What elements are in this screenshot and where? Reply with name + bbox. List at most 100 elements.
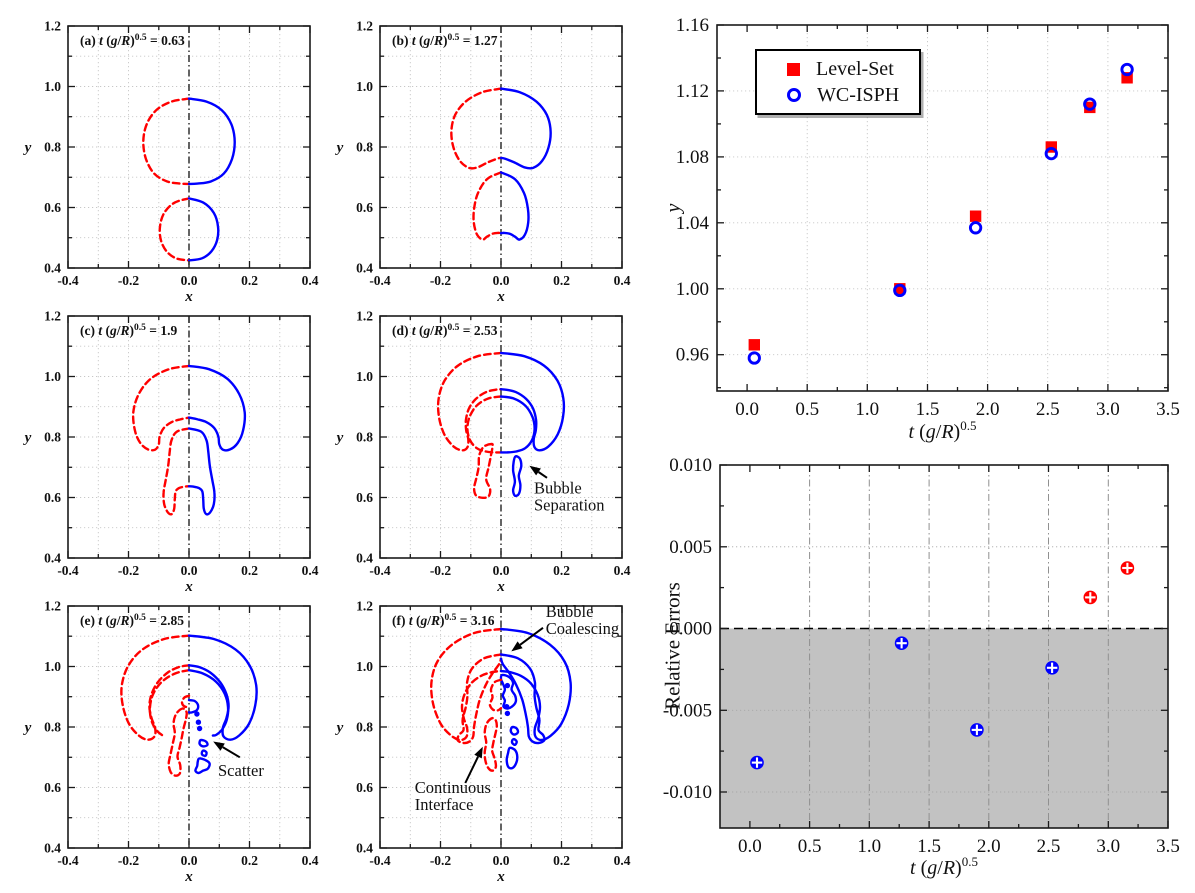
annotation-arrow xyxy=(529,465,541,476)
svg-text:0.4: 0.4 xyxy=(356,261,373,276)
x-tick-labels: 0.0 0.5 1.0 1.5 2.0 2.5 3.0 3.5 xyxy=(735,399,1180,420)
svg-text:1.2: 1.2 xyxy=(44,309,61,324)
svg-text:2.5: 2.5 xyxy=(1036,399,1060,420)
rise-height-svg: 0.0 0.5 1.0 1.5 2.0 2.5 3.0 3.5 0.96 1.00 1.04 1.08… xyxy=(676,15,1180,443)
svg-text:0.2: 0.2 xyxy=(553,853,570,868)
y-tick-labels: 0.4 0.6 0.8 1.0 1.2 xyxy=(356,19,373,276)
svg-text:3.0: 3.0 xyxy=(1096,399,1120,420)
svg-text:2.0: 2.0 xyxy=(977,836,1001,857)
svg-text:0.4: 0.4 xyxy=(44,261,61,276)
contour-level-set xyxy=(456,653,503,745)
contour-wc-isph xyxy=(187,698,200,714)
svg-text:-0.4: -0.4 xyxy=(369,563,391,578)
y-axis-label: y xyxy=(662,203,685,213)
svg-text:0.2: 0.2 xyxy=(241,563,258,578)
svg-text:-0.2: -0.2 xyxy=(430,273,452,288)
panel-c-svg: -0.4 -0.2 0.0 0.2 0.4 0.4 0.6 0.8 1.0 1.2 (c) t (g… xyxy=(23,309,319,596)
plot-frame xyxy=(379,25,623,269)
contour-level-set xyxy=(162,427,191,516)
svg-text:3.5: 3.5 xyxy=(1156,836,1180,857)
legend-item-level-set: Level-Set xyxy=(757,56,919,82)
svg-text:0.8: 0.8 xyxy=(44,140,61,155)
annotation-text: Bubble xyxy=(546,602,594,621)
svg-text:0.2: 0.2 xyxy=(241,853,258,868)
svg-text:1.0: 1.0 xyxy=(356,369,373,384)
x-tick-labels: -0.4 -0.2 0.0 0.2 0.4 xyxy=(57,853,318,868)
contour-wc-isph xyxy=(187,427,216,516)
contour-wc-isph xyxy=(187,364,247,452)
svg-text:-0.2: -0.2 xyxy=(430,563,452,578)
legend: Level-Set WC-ISPH xyxy=(755,49,921,115)
svg-text:0.4: 0.4 xyxy=(614,563,631,578)
annotation-arrow xyxy=(213,741,225,751)
svg-text:1.0: 1.0 xyxy=(44,369,61,384)
x-tick-labels: -0.4 -0.2 0.0 0.2 0.4 xyxy=(369,853,630,868)
y-axis-label: y xyxy=(335,430,344,446)
svg-text:0.4: 0.4 xyxy=(302,563,319,578)
svg-text:-0.2: -0.2 xyxy=(118,853,140,868)
x-tick-labels: -0.4 -0.2 0.0 0.2 0.4 xyxy=(57,273,318,288)
contour-wc-isph xyxy=(499,351,566,452)
wc-isph-point xyxy=(1044,146,1058,161)
contour-wc-isph xyxy=(510,737,518,747)
svg-text:0.6: 0.6 xyxy=(356,490,373,505)
svg-text:1.0: 1.0 xyxy=(857,836,881,857)
svg-text:-0.4: -0.4 xyxy=(369,853,391,868)
svg-text:0.5: 0.5 xyxy=(795,399,819,420)
svg-text:-0.010: -0.010 xyxy=(663,782,712,803)
panel-d-svg: -0.4 -0.2 0.0 0.2 0.4 0.4 0.6 0.8 1.0 1.2 (d) t (g… xyxy=(335,309,631,596)
plot-frame xyxy=(379,315,623,559)
annotation-text: Scatter xyxy=(218,761,264,780)
scatter-dot xyxy=(504,704,510,710)
svg-text:1.08: 1.08 xyxy=(676,147,709,168)
x-axis-label: x xyxy=(184,869,193,885)
svg-text:2.5: 2.5 xyxy=(1037,836,1061,857)
contour-wc-isph xyxy=(499,395,536,454)
panel-title: (a) t (g/R)0.5 = 0.63 xyxy=(80,33,185,48)
panel-f-svg: -0.4 -0.2 0.0 0.2 0.4 0.4 0.6 0.8 1.0 1.2 (f) t (g… xyxy=(335,599,631,886)
svg-text:1.0: 1.0 xyxy=(44,79,61,94)
contour-wc-isph xyxy=(187,668,230,737)
svg-text:0.0: 0.0 xyxy=(738,836,762,857)
wc-isph-point xyxy=(747,351,761,365)
panel-b: -0.4 -0.2 0.0 0.2 0.4 0.4 0.6 0.8 1.0 1.2 (b) t (g… xyxy=(312,0,642,313)
level-set-point xyxy=(748,339,760,351)
plot-frame xyxy=(67,605,311,849)
svg-text:0.0: 0.0 xyxy=(735,399,759,420)
svg-text:0.6: 0.6 xyxy=(356,780,373,795)
panel-title: (b) t (g/R)0.5 = 1.27 xyxy=(392,33,498,48)
svg-text:0.0: 0.0 xyxy=(181,853,198,868)
svg-text:-0.005: -0.005 xyxy=(663,700,712,721)
panel-title: (d) t (g/R)0.5 = 2.53 xyxy=(392,323,498,338)
contour-wc-isph xyxy=(499,87,552,170)
x-axis-label: x xyxy=(496,869,505,885)
svg-text:-0.2: -0.2 xyxy=(430,853,452,868)
svg-text:0.000: 0.000 xyxy=(669,619,712,640)
contour-level-set xyxy=(488,678,503,712)
x-axis-label: t (g/R)0.5 xyxy=(910,854,978,879)
contour-level-set xyxy=(180,694,191,709)
y-tick-labels: 0.4 0.6 0.8 1.0 1.2 xyxy=(356,309,373,566)
scatter-dot xyxy=(504,710,511,717)
scatter-dot xyxy=(504,682,511,689)
annotation-arrow xyxy=(474,746,483,759)
svg-text:0.6: 0.6 xyxy=(356,200,373,215)
level-set-label: Level-Set xyxy=(816,57,894,80)
panel-f: -0.4 -0.2 0.0 0.2 0.4 0.4 0.6 0.8 1.0 1.2 (f) t (g… xyxy=(312,580,642,893)
relative-errors-svg: 0.0 0.5 1.0 1.5 2.0 2.5 3.0 3.5 0.010 0.005 0.000 -… xyxy=(663,455,1180,879)
svg-text:-0.4: -0.4 xyxy=(57,853,79,868)
annotation-text: Separation xyxy=(534,496,605,515)
level-set-point xyxy=(969,210,982,222)
svg-text:0.8: 0.8 xyxy=(356,430,373,445)
contour-level-set xyxy=(142,97,191,186)
svg-text:3.5: 3.5 xyxy=(1156,399,1180,420)
svg-text:1.0: 1.0 xyxy=(44,659,61,674)
svg-text:-0.4: -0.4 xyxy=(57,563,79,578)
chart-bubble-rise-height: 0.0 0.5 1.0 1.5 2.0 2.5 3.0 3.5 0.96 1.00 1.04 1.08… xyxy=(660,0,1195,447)
svg-text:0.4: 0.4 xyxy=(356,551,373,566)
wc-isph-point xyxy=(1083,97,1097,111)
y-axis-label: y xyxy=(335,140,344,156)
annotation-text: Continuous xyxy=(415,778,491,797)
panel-a-svg: -0.4 -0.2 0.0 0.2 0.4 0.4 0.6 0.8 1.0 1.2 (a) t (g… xyxy=(23,19,319,306)
x-axis-label: x xyxy=(184,579,193,595)
